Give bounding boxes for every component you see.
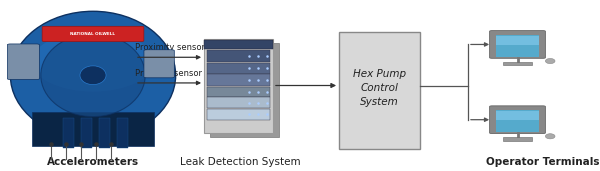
FancyBboxPatch shape [7, 44, 40, 80]
Ellipse shape [545, 134, 555, 139]
Bar [496, 36, 539, 45]
Bar [117, 118, 128, 148]
Bar [503, 137, 532, 141]
Bar [207, 63, 270, 74]
FancyBboxPatch shape [490, 106, 545, 134]
Ellipse shape [545, 58, 555, 64]
Bar [99, 118, 110, 148]
Bar [207, 109, 270, 120]
Bar [503, 62, 532, 65]
Text: Leak Detection System: Leak Detection System [179, 157, 301, 167]
Bar [81, 118, 92, 148]
Bar [496, 35, 539, 57]
Ellipse shape [10, 11, 176, 139]
Ellipse shape [41, 34, 145, 117]
Ellipse shape [32, 31, 154, 92]
Bar [207, 97, 270, 108]
FancyBboxPatch shape [144, 50, 174, 78]
Ellipse shape [80, 66, 106, 85]
FancyBboxPatch shape [42, 26, 144, 42]
Bar [339, 32, 420, 149]
Text: Operator Terminals: Operator Terminals [486, 157, 600, 167]
Text: Pressure sensor: Pressure sensor [135, 69, 202, 78]
Bar [204, 39, 273, 133]
Bar [207, 50, 270, 62]
Text: Accelerometers: Accelerometers [47, 157, 139, 167]
Bar [207, 87, 270, 97]
FancyBboxPatch shape [490, 31, 545, 58]
Bar [496, 111, 539, 120]
Bar [496, 110, 539, 132]
Text: Proximity sensor: Proximity sensor [135, 43, 205, 52]
Bar [207, 74, 270, 86]
Bar [204, 40, 273, 49]
Text: Hex Pump
Control
System: Hex Pump Control System [353, 69, 406, 107]
Bar [32, 112, 154, 146]
Bar [63, 118, 74, 148]
Text: NATIONAL OILWELL: NATIONAL OILWELL [71, 32, 115, 36]
Bar [210, 43, 279, 137]
